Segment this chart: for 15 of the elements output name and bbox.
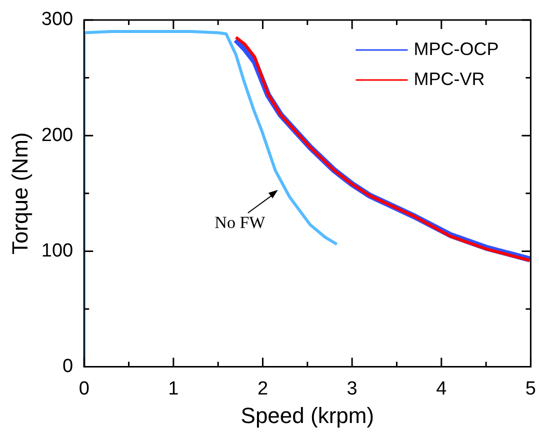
legend-label: MPC-OCP [414,38,499,59]
y-tick-label: 0 [62,356,74,378]
annotation: No FW [214,212,266,232]
legend-label: MPC-VR [414,68,485,89]
x-tick-label: 4 [436,378,448,400]
y-tick-label: 300 [41,9,74,30]
x-axis-title: Speed (krpm) [240,402,374,428]
x-tick-label: 0 [78,378,90,400]
x-tick-label: 2 [257,378,268,400]
y-tick-label: 100 [41,240,74,262]
x-tick-label: 3 [346,378,358,400]
x-tick-label: 5 [525,378,536,400]
y-axis-title: Torque (Nm) [7,132,32,255]
y-tick-label: 200 [41,124,74,146]
x-tick-label: 1 [168,378,179,400]
